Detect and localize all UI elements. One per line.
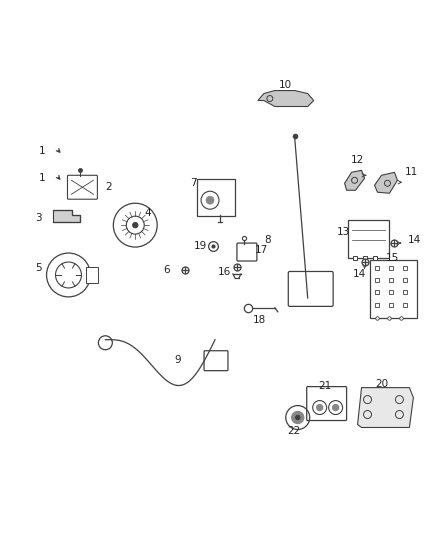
Text: 14: 14 [353,269,366,279]
Bar [348,220,389,258]
Circle shape [206,196,214,204]
Text: 8: 8 [265,235,271,245]
Circle shape [317,405,323,410]
Polygon shape [53,210,81,222]
Text: 9: 9 [175,354,181,365]
Circle shape [133,223,138,228]
Text: 1: 1 [39,147,46,156]
Text: 6: 6 [163,265,170,275]
Polygon shape [374,172,397,193]
FancyBboxPatch shape [237,243,257,261]
Text: 3: 3 [35,213,42,223]
Text: 12: 12 [351,155,364,165]
Text: 5: 5 [35,263,42,273]
Polygon shape [345,171,364,190]
Circle shape [332,405,339,410]
Text: 10: 10 [279,79,292,90]
Text: 22: 22 [287,426,300,437]
FancyBboxPatch shape [288,271,333,306]
Polygon shape [357,387,413,427]
Text: 4: 4 [145,208,152,218]
Text: 13: 13 [337,227,350,237]
Text: 1: 1 [39,173,46,183]
Circle shape [296,416,300,419]
FancyBboxPatch shape [307,386,346,421]
Text: 20: 20 [375,378,388,389]
Text: 17: 17 [255,245,268,255]
Polygon shape [258,91,314,107]
Text: 15: 15 [386,253,399,263]
Text: 16: 16 [217,267,231,277]
Text: 14: 14 [408,235,421,245]
Text: 11: 11 [405,167,418,177]
Text: 2: 2 [105,182,112,192]
FancyBboxPatch shape [197,179,235,216]
Text: 19: 19 [194,241,207,251]
Bar [86,267,99,283]
Circle shape [292,411,304,424]
FancyBboxPatch shape [67,175,97,199]
Text: 21: 21 [318,381,331,391]
Text: 18: 18 [253,315,266,325]
Text: 7: 7 [190,178,196,188]
FancyBboxPatch shape [204,351,228,370]
Bar [370,260,417,318]
